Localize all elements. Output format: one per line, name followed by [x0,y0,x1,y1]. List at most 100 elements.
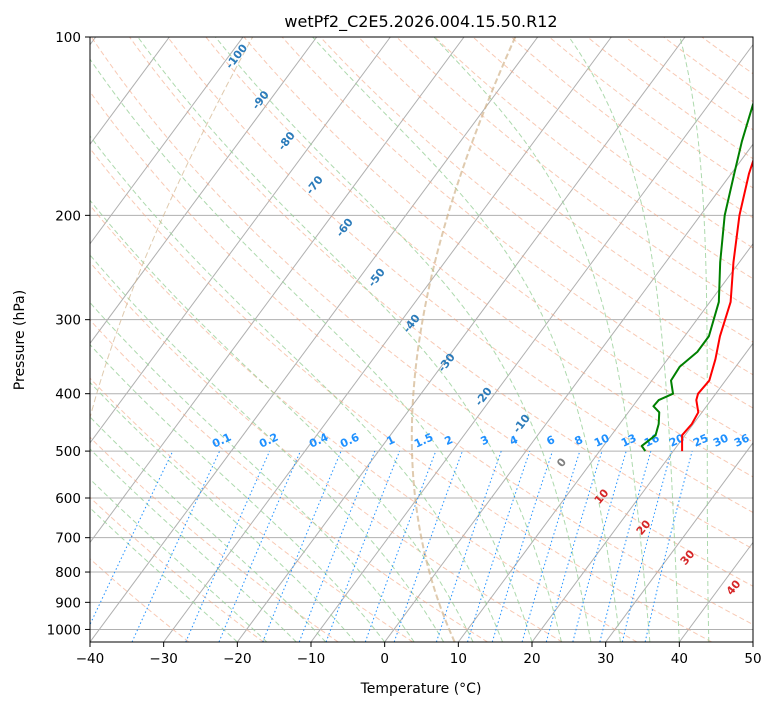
dry-adiabat-line [472,37,753,249]
dry-adiabat-label: -10 [510,412,533,436]
moist-adiabat-line [90,478,268,642]
moist-adiabat-line [90,199,474,642]
mixing-ratio-line [218,450,301,642]
isotherm-line [531,342,753,642]
moist-adiabat-line [90,448,297,642]
isotherm-line [457,242,753,642]
moist-adiabat-line [90,416,327,642]
y-tick-label: 200 [55,208,81,224]
temperature-line [681,158,753,452]
plot-frame [89,36,754,643]
moist-adiabat-label: 40 [724,577,744,597]
x-tick-label: 50 [744,651,761,667]
moist-adiabat-line [215,37,592,642]
mixing-ratio-line [364,450,437,642]
x-tick-label: −10 [297,651,326,667]
mixing-ratio-line [262,450,342,642]
dry-adiabat-label: -90 [249,88,272,112]
dry-adiabat-line [510,37,753,219]
mixing-ratio-line [491,450,553,642]
x-tick-label: 20 [523,651,540,667]
isotherm-line [310,43,753,642]
mixing-ratio-label: 2 [443,433,455,448]
moist-adiabat-label: 20 [634,517,654,537]
isotherm-line [752,641,753,642]
mixing-ratio-label: 3 [479,433,491,448]
x-axis-label: Temperature (°C) [360,681,482,697]
dry-adiabat-line [90,436,339,642]
dry-adiabat-line [90,496,264,642]
moist-adiabat-line [90,507,238,642]
mixing-ratio-label: 8 [573,433,585,448]
mixing-ratio-line [621,450,672,642]
moist-adiabat-line [312,37,621,642]
mixing-ratio-label: 30 [711,431,731,449]
lcl-guide-curve [90,37,254,420]
y-tick-label: 400 [55,387,81,403]
isotherm-line [90,37,539,642]
moist-adiabat-line [137,37,562,642]
x-tick-label: 0 [380,651,389,667]
isotherm-line [163,37,612,642]
x-tick-label: −30 [149,651,178,667]
mixing-ratio-label: 0.1 [210,431,233,451]
mixing-ratio-line [572,450,627,642]
dry-adiabat-label: -80 [275,129,298,153]
dry-adiabat-line [358,37,753,343]
dry-adiabat-label: -20 [472,384,495,408]
dry-adiabat-line [167,37,753,514]
moist-adiabat-line [90,135,503,642]
moist-adiabat-line [679,37,710,642]
mixing-ratio-line [325,450,401,642]
x-tick-label: 30 [597,651,614,667]
moist-adiabat-line [90,301,415,642]
dry-adiabat-line [548,37,753,189]
lcl-guide-curve [410,37,517,642]
mixing-ratio-label: 1.5 [412,431,435,451]
moist-adiabat-label: 0 [554,455,569,469]
dry-adiabat-line [90,558,190,642]
y-tick-label: 300 [55,313,81,329]
moist-adiabat-label: 30 [678,547,698,567]
mixing-ratio-label: 13 [619,431,638,449]
mixing-ratio-label: 10 [592,431,612,449]
dry-adiabat-line [281,37,753,409]
isotherm-line [90,37,465,544]
mixing-ratio-label: 0.2 [257,431,280,451]
dry-adiabat-line [701,37,753,75]
dry-adiabat-line [129,37,753,550]
mixing-ratio-line [435,450,502,642]
mixing-ratio-line [298,450,376,642]
y-tick-label: 600 [55,491,81,507]
mixing-ratio-line [131,450,221,642]
mixing-ratio-line [467,450,531,642]
y-axis-label: Pressure (hPa) [12,290,28,390]
dry-adiabat-label: -100 [223,41,250,71]
dry-adiabat-line [90,90,753,626]
dry-adiabat-line [243,37,753,443]
moist-adiabat-line [568,37,680,642]
y-tick-label: 500 [55,444,81,460]
isotherm-line [90,37,244,245]
dry-adiabat-label: -30 [435,351,458,375]
isotherm-line [605,442,753,642]
background-grid: -100-90-80-70-60-50-40-30-20-10010203040… [90,37,753,642]
sounding-series [640,101,753,452]
y-tick-label: 800 [55,565,81,581]
mixing-ratio-label: 1 [385,433,397,448]
isotherm-line [384,143,753,642]
dry-adiabat-line [90,261,563,642]
mixing-ratio-label: 6 [545,433,558,448]
dry-adiabat-line [90,204,638,642]
dry-adiabat-line [434,37,753,280]
moist-adiabat-line [90,254,445,642]
moist-adiabat-line [433,37,651,642]
dry-adiabat-label: -70 [303,173,326,197]
mixing-ratio-label: 0.6 [338,430,361,450]
x-tick-label: −20 [223,651,252,667]
dry-adiabat-label: -50 [365,265,388,289]
dry-adiabat-line [396,37,753,311]
isotherm-line [90,37,318,345]
mixing-ratio-label: 36 [732,431,752,449]
